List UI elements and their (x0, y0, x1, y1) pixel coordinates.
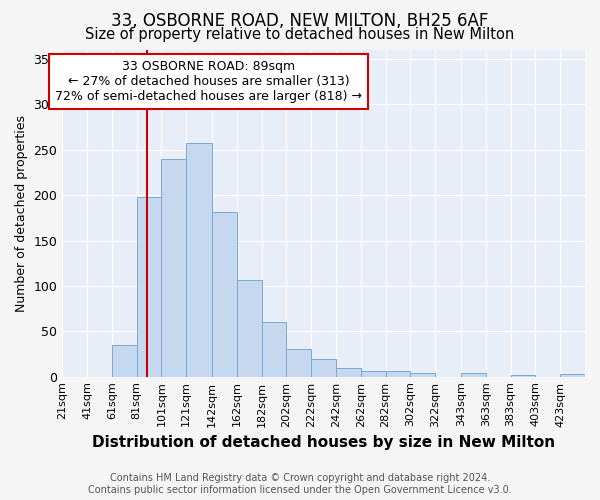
Bar (212, 212, 237, 376)
Bar (137, 197, 161, 376)
Bar (112, 345, 137, 376)
Bar (311, 358, 336, 376)
Bar (161, 159, 186, 376)
Bar (262, 322, 286, 376)
Bar (286, 350, 311, 376)
Text: 33 OSBORNE ROAD: 89sqm
← 27% of detached houses are smaller (313)
72% of semi-de: 33 OSBORNE ROAD: 89sqm ← 27% of detached… (55, 60, 362, 103)
Bar (186, 142, 212, 376)
Text: Size of property relative to detached houses in New Milton: Size of property relative to detached ho… (85, 28, 515, 42)
Bar (560, 374, 585, 376)
Bar (461, 373, 486, 376)
Bar (410, 373, 435, 376)
Bar (511, 375, 535, 376)
X-axis label: Distribution of detached houses by size in New Milton: Distribution of detached houses by size … (92, 435, 555, 450)
Text: 33, OSBORNE ROAD, NEW MILTON, BH25 6AF: 33, OSBORNE ROAD, NEW MILTON, BH25 6AF (112, 12, 488, 30)
Bar (386, 371, 410, 376)
Bar (336, 368, 361, 376)
Bar (237, 280, 262, 376)
Bar (361, 371, 386, 376)
Text: Contains HM Land Registry data © Crown copyright and database right 2024.
Contai: Contains HM Land Registry data © Crown c… (88, 474, 512, 495)
Y-axis label: Number of detached properties: Number of detached properties (15, 115, 28, 312)
